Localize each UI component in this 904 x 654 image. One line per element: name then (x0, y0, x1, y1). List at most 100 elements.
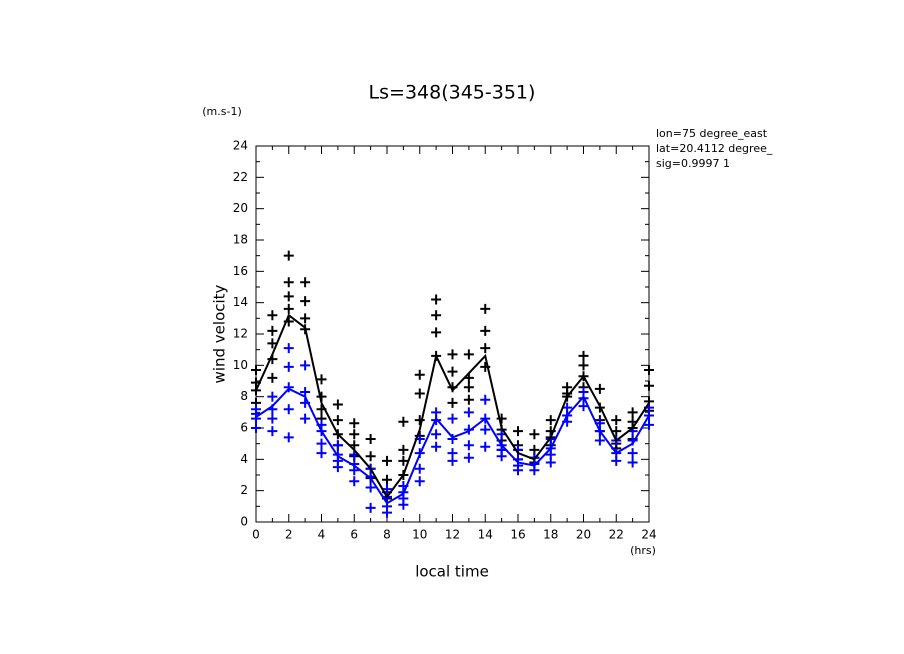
x-tick-label: 22 (609, 528, 624, 542)
x-tick-label: 14 (478, 528, 493, 542)
annotation: lat=20.4112 degree_ (656, 142, 773, 155)
scatter-point (447, 397, 458, 408)
scatter-point (594, 435, 605, 446)
scatter-point (300, 313, 311, 324)
scatter-point (480, 325, 491, 336)
x-tick-label: 6 (350, 528, 358, 542)
y-tick-label: 24 (233, 139, 248, 153)
scatter-point (398, 416, 409, 427)
scatter-point (463, 349, 474, 360)
scatter-point (496, 451, 507, 462)
scatter-point (267, 372, 278, 383)
scatter-point (463, 440, 474, 451)
scatter-point (283, 303, 294, 314)
scatter-point (431, 310, 442, 321)
x-tick-label: 20 (576, 528, 591, 542)
scatter-point (316, 448, 327, 459)
scatter-point (316, 438, 327, 449)
scatter-point (627, 407, 638, 418)
scatter-point (463, 407, 474, 418)
scatter-point (463, 382, 474, 393)
x-axis-label: local time (415, 563, 489, 581)
scatter-point (578, 360, 589, 371)
y-tick-label: 22 (233, 170, 248, 184)
y-tick-label: 0 (240, 515, 248, 529)
data-line (255, 387, 650, 505)
scatter-point (480, 343, 491, 354)
scatter-point (447, 455, 458, 466)
scatter-point (349, 476, 360, 487)
y-tick-label: 16 (233, 264, 248, 278)
scatter-point (414, 369, 425, 380)
scatter-point (447, 349, 458, 360)
scatter-point (480, 394, 491, 405)
scatter-point (611, 415, 622, 426)
y-tick-label: 14 (233, 295, 248, 309)
x-tick-label: 4 (318, 528, 326, 542)
scatter-point (627, 457, 638, 468)
scatter-point (283, 361, 294, 372)
annotation: sig=0.9997 1 (656, 157, 730, 170)
scatter-point (283, 382, 294, 393)
scatter-point (431, 294, 442, 305)
scatter-point (283, 291, 294, 302)
scatter-point (267, 310, 278, 321)
scatter-point (578, 350, 589, 361)
scatter-point (382, 455, 392, 466)
scatter-point (300, 277, 311, 288)
scatter-point (463, 394, 474, 405)
scatter-point (382, 474, 392, 485)
scatter-point (283, 343, 294, 354)
scatter-point (267, 325, 278, 336)
scatter-point (251, 365, 261, 376)
scatter-point (349, 465, 360, 476)
scatter-point (447, 413, 458, 424)
y-tick-label: 12 (233, 327, 248, 341)
scatter-point (414, 388, 425, 399)
scatter-point (398, 455, 409, 466)
scatter-point (332, 415, 343, 426)
x-tick-label: 16 (510, 528, 525, 542)
scatter-point (283, 250, 294, 261)
y-tick-label: 8 (240, 389, 248, 403)
scatter-point (267, 426, 278, 437)
scatter-point (300, 360, 311, 371)
scatter-point (267, 413, 278, 424)
scatter-point (480, 424, 491, 435)
scatter-point (431, 327, 442, 338)
data-line (255, 313, 650, 499)
scatter-point (283, 404, 294, 415)
y-tick-label: 4 (240, 452, 248, 466)
scatter-point (578, 401, 589, 412)
x-tick-label: 24 (641, 528, 656, 542)
y-tick-label: 10 (233, 358, 248, 372)
y-tick-label: 2 (240, 483, 248, 497)
scatter-point (332, 462, 343, 473)
scatter-point (480, 441, 491, 452)
scatter-point (365, 502, 376, 513)
scatter-point (414, 415, 425, 426)
scatter-point (332, 399, 343, 410)
scatter-point (611, 426, 622, 437)
scatter-point (300, 296, 311, 307)
scatter-point (332, 440, 343, 451)
y-tick-label: 20 (233, 201, 248, 215)
scatter-point (627, 448, 638, 459)
annotation: lon=75 degree_east (656, 127, 768, 140)
scatter-point (349, 429, 360, 440)
scatter-point (529, 465, 540, 476)
scatter-point (300, 386, 311, 397)
scatter-point (267, 391, 278, 402)
x-tick-label: 18 (543, 528, 558, 542)
scatter-point (545, 415, 556, 426)
scatter-point (300, 413, 311, 424)
y-unit: (m.s-1) (202, 105, 242, 118)
scatter-point (644, 419, 654, 430)
scatter-point (611, 455, 622, 466)
scatter-point (496, 413, 507, 424)
scatter-point (480, 303, 491, 314)
scatter-point (365, 451, 376, 462)
x-tick-label: 12 (445, 528, 460, 542)
x-tick-label: 10 (412, 528, 427, 542)
